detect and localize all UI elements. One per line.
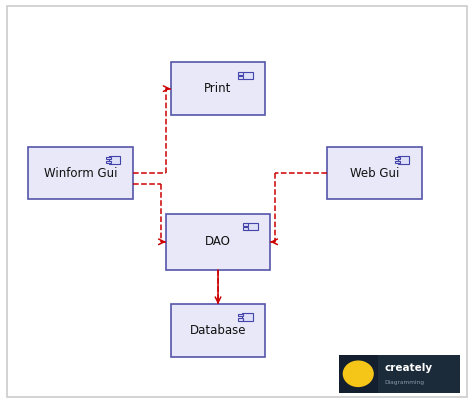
Text: Print: Print [204,82,232,95]
FancyBboxPatch shape [242,314,253,321]
Text: Database: Database [190,324,246,337]
Text: Winform Gui: Winform Gui [44,167,118,180]
FancyBboxPatch shape [238,72,243,75]
FancyBboxPatch shape [171,62,265,115]
Text: creately: creately [384,364,432,374]
FancyBboxPatch shape [246,223,258,230]
FancyBboxPatch shape [398,156,410,164]
FancyBboxPatch shape [106,156,110,159]
FancyBboxPatch shape [171,304,265,357]
FancyBboxPatch shape [28,147,133,199]
FancyBboxPatch shape [109,156,120,164]
Circle shape [343,361,373,386]
FancyBboxPatch shape [395,161,400,164]
FancyBboxPatch shape [166,214,270,270]
Text: Web Gui: Web Gui [350,167,399,180]
FancyBboxPatch shape [238,318,243,321]
FancyBboxPatch shape [238,314,243,316]
FancyBboxPatch shape [395,156,400,159]
FancyBboxPatch shape [7,6,467,397]
Text: Diagramming: Diagramming [384,380,424,385]
FancyBboxPatch shape [327,147,422,199]
FancyBboxPatch shape [243,227,248,230]
FancyBboxPatch shape [242,72,253,79]
FancyBboxPatch shape [243,223,248,226]
FancyBboxPatch shape [339,355,378,393]
FancyBboxPatch shape [238,76,243,79]
FancyBboxPatch shape [106,161,110,164]
Text: DAO: DAO [205,235,231,248]
FancyBboxPatch shape [339,355,460,393]
